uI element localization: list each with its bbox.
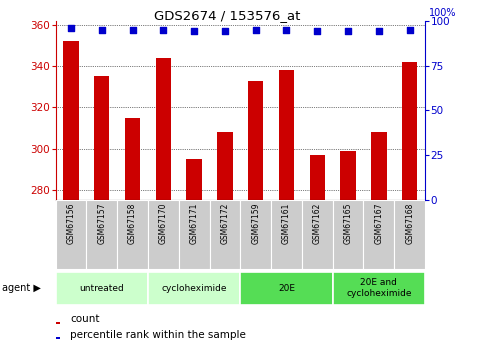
Text: 20E: 20E bbox=[278, 284, 295, 293]
Text: GSM67168: GSM67168 bbox=[405, 202, 414, 244]
Text: GSM67170: GSM67170 bbox=[159, 202, 168, 244]
Point bbox=[128, 27, 136, 32]
Bar bbox=[302, 200, 333, 269]
Point bbox=[67, 25, 75, 31]
Bar bbox=[94, 76, 110, 345]
Text: GSM67167: GSM67167 bbox=[374, 202, 384, 244]
Bar bbox=[210, 200, 240, 269]
Bar bbox=[56, 322, 60, 324]
Text: count: count bbox=[71, 314, 100, 324]
Bar bbox=[240, 200, 271, 269]
Bar bbox=[364, 200, 394, 269]
Point bbox=[252, 27, 259, 32]
Bar bbox=[394, 200, 425, 269]
Text: GSM67172: GSM67172 bbox=[220, 202, 229, 244]
Text: GSM67161: GSM67161 bbox=[282, 202, 291, 244]
Bar bbox=[56, 200, 86, 269]
Text: GSM67157: GSM67157 bbox=[97, 202, 106, 244]
Text: GSM67158: GSM67158 bbox=[128, 202, 137, 244]
Text: 100%: 100% bbox=[429, 8, 457, 18]
Point bbox=[283, 27, 290, 32]
Bar bbox=[186, 159, 202, 345]
Bar bbox=[402, 62, 417, 345]
Bar bbox=[279, 70, 294, 345]
Text: GSM67165: GSM67165 bbox=[343, 202, 353, 244]
Bar bbox=[148, 272, 241, 305]
Point bbox=[221, 29, 229, 34]
Text: percentile rank within the sample: percentile rank within the sample bbox=[71, 330, 246, 340]
Bar bbox=[63, 41, 79, 345]
Bar bbox=[156, 58, 171, 345]
Bar bbox=[125, 118, 140, 345]
Bar bbox=[86, 200, 117, 269]
Bar bbox=[271, 200, 302, 269]
Point bbox=[159, 27, 167, 32]
Point bbox=[375, 29, 383, 34]
Bar bbox=[217, 132, 233, 345]
Bar bbox=[310, 155, 325, 345]
Bar bbox=[333, 200, 364, 269]
Bar bbox=[333, 272, 425, 305]
Text: cycloheximide: cycloheximide bbox=[161, 284, 227, 293]
Text: untreated: untreated bbox=[79, 284, 124, 293]
Text: GSM67162: GSM67162 bbox=[313, 202, 322, 244]
Bar bbox=[248, 80, 263, 345]
Text: GSM67156: GSM67156 bbox=[67, 202, 75, 244]
Text: agent ▶: agent ▶ bbox=[2, 283, 41, 293]
Point bbox=[190, 29, 198, 34]
Bar bbox=[148, 200, 179, 269]
Bar bbox=[56, 337, 60, 339]
Bar bbox=[341, 151, 356, 345]
Bar bbox=[240, 272, 333, 305]
Text: GSM67159: GSM67159 bbox=[251, 202, 260, 244]
Point bbox=[313, 29, 321, 34]
Point bbox=[406, 27, 413, 32]
Text: GDS2674 / 153576_at: GDS2674 / 153576_at bbox=[154, 9, 300, 22]
Text: GSM67171: GSM67171 bbox=[190, 202, 199, 244]
Bar bbox=[371, 132, 386, 345]
Point bbox=[98, 27, 106, 32]
Text: 20E and
cycloheximide: 20E and cycloheximide bbox=[346, 278, 412, 298]
Bar bbox=[56, 272, 148, 305]
Bar bbox=[179, 200, 210, 269]
Bar bbox=[117, 200, 148, 269]
Point bbox=[344, 29, 352, 34]
